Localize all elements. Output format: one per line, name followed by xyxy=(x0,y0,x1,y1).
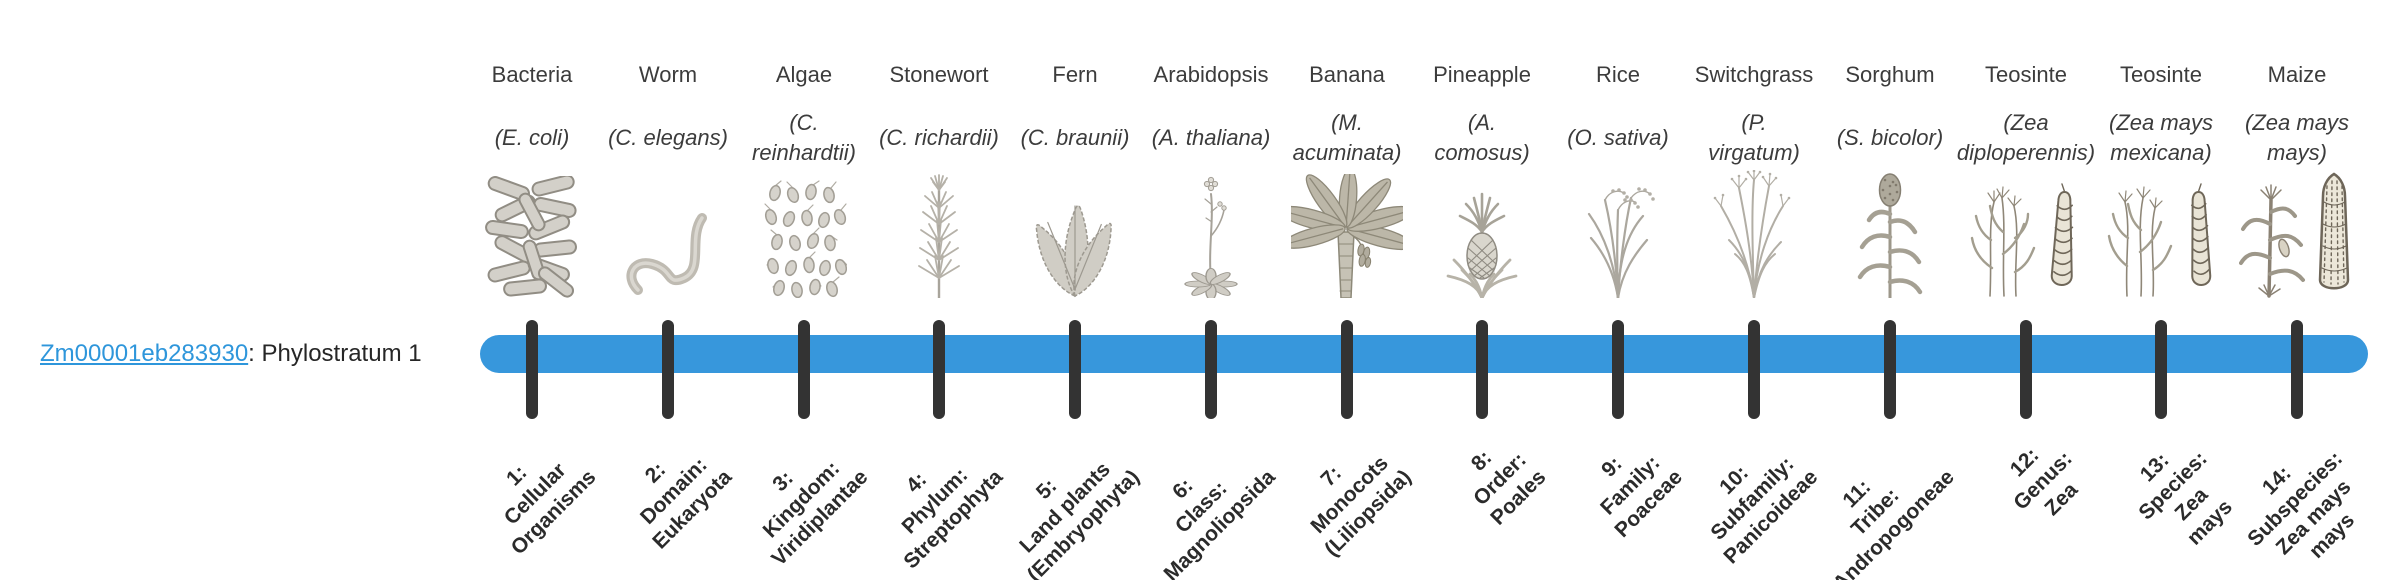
maize-illustration xyxy=(2239,170,2355,298)
organism-scientific-name: (Zea mays mexicana) xyxy=(2109,110,2213,165)
phylostratum-bar xyxy=(480,335,2368,373)
stratum-label: 12: Genus: Zea xyxy=(2005,443,2082,521)
tick-mark xyxy=(1612,320,1624,419)
organism-column-worm: Worm (C. elegans) 2: Domain: Eukaryota xyxy=(600,0,737,580)
organism-scientific-name: (E. coli) xyxy=(494,125,570,150)
stratum-label: 7: Monocots (Liliopsida) xyxy=(1306,451,1416,561)
pineapple-illustration xyxy=(1446,174,1518,298)
organism-name: Stonewort xyxy=(889,62,989,87)
stratum-label: 5: Land plants (Embryophyta) xyxy=(1015,457,1144,580)
tick-mark xyxy=(1884,320,1896,419)
rice-illustration xyxy=(1575,176,1661,298)
organism-column-teosinte-mexicana: Teosinte (Zea mays mexicana) xyxy=(2093,0,2237,580)
organism-scientific-name: (C. elegans) xyxy=(608,125,728,150)
banana-illustration xyxy=(1291,174,1403,298)
organism-scientific-name: (Zea diploperennis) xyxy=(1956,110,2096,165)
organism-name: Algae xyxy=(775,62,833,87)
organism-column-sorghum: Sorghum (S. bicolor) xyxy=(1822,0,1959,580)
bacteria-illustration xyxy=(485,176,579,298)
fern-illustration xyxy=(1019,178,1131,298)
organism-scientific-name: (C. braunii) xyxy=(1020,125,1130,150)
organism-name: Pineapple xyxy=(1433,62,1531,87)
algae-illustration xyxy=(761,180,847,298)
organism-column-arabidopsis: Arabidopsis (A. thaliana) xyxy=(1143,0,1280,580)
organism-column-pineapple: Pineapple (A. comosus) xyxy=(1414,0,1551,580)
stratum-label: 9: Family: Poaceae xyxy=(1595,451,1687,543)
arabidopsis-illustration xyxy=(1174,174,1248,298)
organism-scientific-name: (P. virgatum) xyxy=(1708,110,1800,165)
tick-mark xyxy=(1069,320,1081,419)
stratum-label: 1: Cellular Organisms xyxy=(500,458,601,560)
organism-scientific-name: (O. sativa) xyxy=(1567,125,1669,150)
stratum-label: 14: Subspecies: Zea mays mays xyxy=(2243,447,2360,563)
tick-mark xyxy=(2020,320,2032,419)
teosinte-diploperennis-illustration xyxy=(1970,176,2082,298)
organism-column-maize: Maize (Zea mays mays) xyxy=(2229,0,2365,580)
tick-mark xyxy=(1748,320,1760,419)
organism-name: Switchgrass xyxy=(1694,62,1814,87)
tick-mark xyxy=(662,320,674,419)
organism-column-teosinte-diploperennis: Teosinte (Zea diploperennis) xyxy=(1957,0,2095,580)
organism-column-rice: Rice (O. sativa) 9: F xyxy=(1550,0,1686,580)
organism-name: Maize xyxy=(2267,62,2327,87)
organism-scientific-name: (A. thaliana) xyxy=(1151,125,1271,150)
stratum-label: 6: Class: Magnoliopsida xyxy=(1159,465,1280,580)
organism-name: Rice xyxy=(1595,62,1640,87)
organism-column-algae: Algae (C. reinhardtii) xyxy=(736,0,873,580)
tick-mark xyxy=(1341,320,1353,419)
organism-name: Teosinte xyxy=(2120,62,2202,87)
switchgrass-illustration xyxy=(1711,170,1797,298)
stratum-label: 8: Order: Poales xyxy=(1467,446,1551,530)
phylostratum-text: : Phylostratum 1 xyxy=(248,340,422,367)
organism-name: Worm xyxy=(638,62,698,87)
stratum-label: 4: Phylum: Streptophyta xyxy=(898,463,1008,574)
teosinte-mexicana-illustration xyxy=(2105,176,2217,298)
stonewort-illustration xyxy=(910,174,968,298)
tick-mark xyxy=(1205,320,1217,419)
stratum-label: 3: Kingdom: Viridiplantae xyxy=(759,456,873,571)
organism-column-fern: Fern (C. braunii) xyxy=(1007,0,1144,580)
organism-name: Fern xyxy=(1052,62,1098,87)
sorghum-illustration xyxy=(1857,170,1923,298)
tick-mark xyxy=(2155,320,2167,419)
tick-mark xyxy=(2291,320,2303,419)
organism-name: Arabidopsis xyxy=(1153,62,1269,87)
tick-mark xyxy=(933,320,945,419)
organism-scientific-name: (M. acuminata) xyxy=(1292,110,1402,165)
organism-column-bacteria: Bacteria (E. coli) xyxy=(464,0,601,580)
tick-mark xyxy=(526,320,538,419)
gene-label: Zm00001eb283930: Phylostratum 1 xyxy=(40,338,422,370)
organism-column-stonewort: Stonewort (C. richardii) xyxy=(871,0,1008,580)
stratum-label: 2: Domain: Eukaryota xyxy=(636,453,737,554)
organism-scientific-name: (C. reinhardtii) xyxy=(752,110,856,165)
organism-name: Banana xyxy=(1309,62,1385,87)
gene-id-link[interactable]: Zm00001eb283930 xyxy=(40,340,249,367)
organism-scientific-name: (Zea mays mays) xyxy=(2245,110,2349,165)
organism-column-switchgrass: Switchgrass (P. virgatum) xyxy=(1686,0,1823,580)
organism-name: Bacteria xyxy=(491,62,573,87)
organism-name: Teosinte xyxy=(1985,62,2067,87)
organism-scientific-name: (A. comosus) xyxy=(1434,110,1530,165)
organism-scientific-name: (S. bicolor) xyxy=(1836,125,1944,150)
organism-scientific-name: (C. richardii) xyxy=(879,125,999,150)
tick-mark xyxy=(798,320,810,419)
worm-illustration xyxy=(622,210,714,298)
tick-mark xyxy=(1476,320,1488,419)
organism-column-banana: Banana (M. acuminata) xyxy=(1279,0,1416,580)
organism-name: Sorghum xyxy=(1845,62,1935,87)
